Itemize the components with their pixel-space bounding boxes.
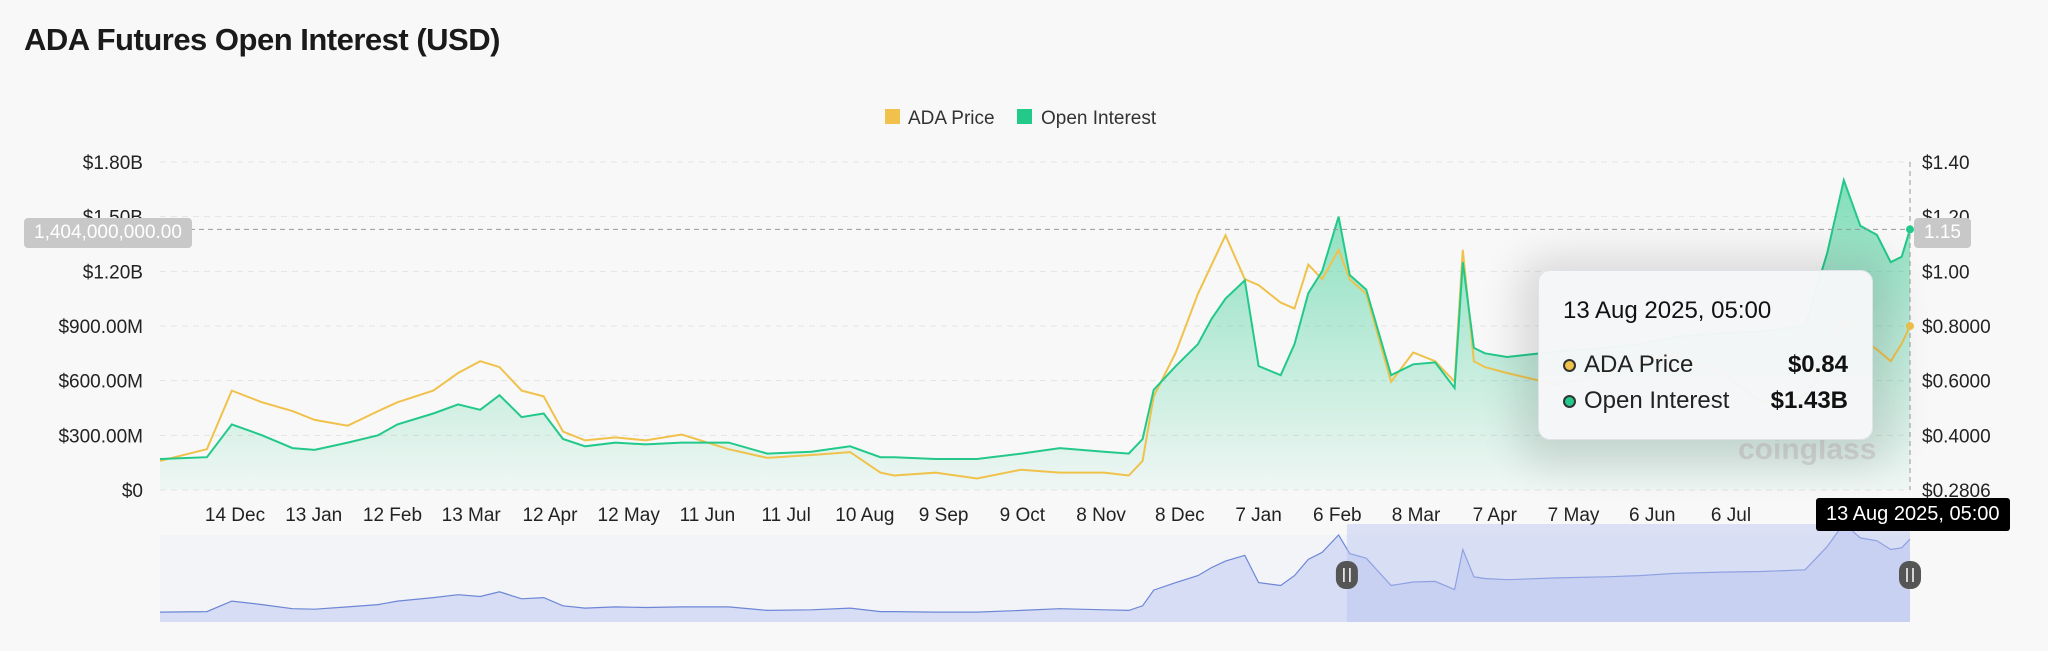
legend-swatch-ada-price	[885, 109, 900, 124]
x-tick-label: 9 Sep	[919, 505, 969, 526]
x-tick-label: 6 Jul	[1711, 505, 1751, 526]
ada-price-dot-icon	[1563, 358, 1576, 372]
tooltip-label: Open Interest	[1584, 387, 1730, 414]
y-left-tick-label: $0	[122, 481, 143, 502]
y-left-tick-label: $1.80B	[83, 153, 143, 174]
x-tick-label: 11 Jul	[762, 505, 811, 526]
x-tick-label: 9 Oct	[1000, 505, 1046, 526]
navigator-selection	[1346, 524, 1910, 622]
y-right-tick-label: $1.40	[1922, 153, 1970, 174]
legend-swatch-open-interest	[1017, 109, 1032, 124]
y-axis-left: $0$300.00M$600.00M$900.00M$1.20B$1.50B$1…	[58, 153, 143, 502]
y-left-tick-label: $900.00M	[58, 317, 143, 338]
page-title: ADA Futures Open Interest (USD)	[24, 22, 500, 57]
navigator-handle-right[interactable]	[1899, 561, 1921, 589]
crosshair-y-left-label: 1,404,000,000.00	[24, 218, 192, 248]
y-right-tick-label: $1.00	[1922, 262, 1970, 283]
x-tick-label: 8 Dec	[1155, 505, 1205, 526]
tooltip-value: $0.84	[1787, 351, 1848, 378]
x-tick-label: 8 Mar	[1392, 505, 1441, 526]
x-tick-label: 10 Aug	[835, 505, 894, 526]
y-right-tick-label: $0.6000	[1922, 372, 1991, 393]
tooltip-value: $1.43B	[1770, 387, 1848, 414]
crosshair-y-right-label: 1.15	[1914, 218, 1971, 248]
y-left-tick-label: $600.00M	[58, 372, 143, 393]
legend-item-ada-price[interactable]: ADA Price	[885, 108, 995, 129]
handle-body	[1899, 561, 1921, 589]
legend-label-open-interest: Open Interest	[1041, 108, 1157, 129]
x-tick-label: 8 Nov	[1076, 505, 1126, 526]
x-tick-label: 6 Jun	[1629, 505, 1675, 526]
y-right-tick-label: $0.8000	[1922, 317, 1991, 338]
x-axis: 14 Dec 13 Jan 12 Feb 13 Mar 12 Apr 12 May 11 J…	[205, 505, 1751, 526]
tooltip: 13 Aug 2025, 05:00 ADA Price $0.84 Open …	[1538, 270, 1873, 440]
y-left-tick-label: $1.20B	[83, 262, 143, 283]
x-tick-label: 13 Jan	[285, 505, 342, 526]
y-axis-right: $0.2806$0.4000$0.6000$0.8000$1.00$1.20$1…	[1922, 153, 1991, 502]
y-left-tick-label: $300.00M	[58, 426, 143, 447]
navigator-handle-left[interactable]	[1335, 561, 1358, 589]
handle-body	[1335, 561, 1358, 589]
x-tick-label: 6 Feb	[1313, 505, 1362, 526]
x-tick-label: 14 Dec	[205, 505, 265, 526]
open-interest-marker	[1906, 225, 1914, 234]
legend: ADA Price Open Interest	[885, 108, 1157, 129]
range-navigator[interactable]	[159, 522, 1921, 622]
x-tick-label: 11 Jun	[680, 505, 736, 526]
crosshair	[190, 162, 1914, 490]
x-tick-label: 7 Apr	[1473, 505, 1518, 526]
x-tick-label: 12 Feb	[363, 505, 422, 526]
legend-item-open-interest[interactable]: Open Interest	[1017, 108, 1157, 129]
crosshair-x-label: 13 Aug 2025, 05:00	[1816, 498, 2010, 531]
navigator-line	[159, 522, 1911, 613]
y-right-tick-label: $0.4000	[1922, 426, 1991, 447]
open-interest-area	[160, 180, 1910, 490]
x-tick-label: 12 May	[598, 505, 661, 526]
x-tick-label: 13 Mar	[442, 505, 502, 526]
x-tick-label: 7 Jan	[1235, 505, 1281, 526]
tooltip-row-open-interest: Open Interest $1.43B	[1563, 383, 1848, 419]
legend-label-ada-price: ADA Price	[908, 108, 995, 129]
x-tick-label: 7 May	[1548, 505, 1600, 526]
y-right-tick-label: $0.2806	[1922, 481, 1991, 502]
tooltip-row-ada-price: ADA Price $0.84	[1563, 347, 1848, 383]
open-interest-dot-icon	[1563, 394, 1576, 408]
navigator-area	[160, 523, 1910, 622]
ada-price-marker	[1906, 322, 1914, 331]
x-tick-label: 12 Apr	[522, 505, 578, 526]
tooltip-label: ADA Price	[1584, 351, 1694, 378]
tooltip-date: 13 Aug 2025, 05:00	[1563, 297, 1772, 324]
